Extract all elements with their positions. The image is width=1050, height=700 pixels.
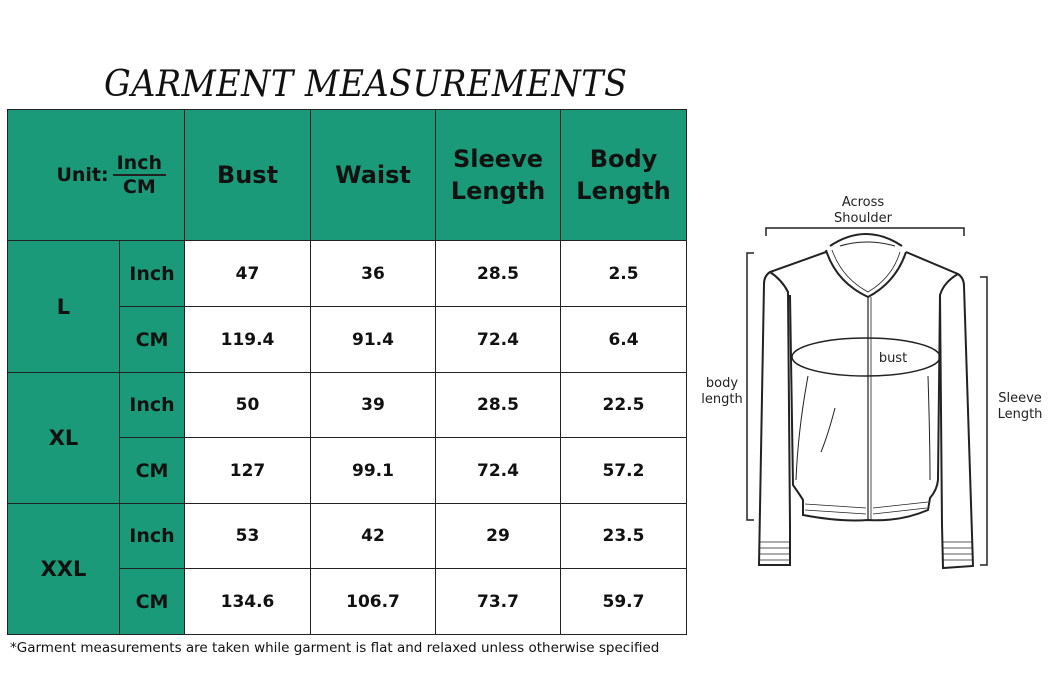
cell-value: 134.6: [220, 591, 275, 612]
unit-inch: Inch: [112, 152, 166, 176]
cell-value: 28.5: [477, 395, 519, 415]
body-length-label-2: length: [701, 392, 742, 407]
size-label-text: XL: [48, 426, 79, 450]
table-cell: 106.7: [310, 568, 436, 635]
column-header-label: Bust: [216, 161, 279, 189]
table-cell: 72.4: [435, 437, 561, 504]
cell-value: 127: [229, 460, 266, 481]
table-cell: 6.4: [560, 306, 687, 373]
jacket-diagram: Across Shoulder bust body length Sleeve …: [701, 195, 1043, 570]
column-header: Bust: [184, 109, 311, 241]
cell-value: 119.4: [220, 329, 275, 350]
cell-value: 47: [235, 263, 260, 284]
cell-value: 28.5: [477, 263, 519, 284]
sleeve-length-bracket: [980, 276, 988, 566]
row-unit-text: Inch: [129, 525, 175, 547]
table-cell: 119.4: [184, 306, 311, 373]
across-shoulder-label-2: Shoulder: [834, 211, 893, 226]
row-unit: Inch: [119, 240, 185, 307]
row-unit-text: Inch: [129, 262, 175, 285]
table-cell: 22.5: [560, 372, 687, 438]
footnote: *Garment measurements are taken while ga…: [10, 640, 660, 656]
table-cell: 47: [184, 240, 311, 307]
sleeve-length-label-1: Sleeve: [998, 391, 1042, 406]
table-cell: 72.4: [435, 306, 561, 373]
unit-cm: CM: [122, 176, 156, 198]
column-header-label: Waist: [335, 161, 411, 189]
size-label: XL: [7, 372, 120, 504]
column-header-label: Sleeve Length: [450, 145, 546, 205]
cell-value: 59.7: [602, 591, 645, 612]
cell-value: 73.7: [477, 591, 519, 612]
row-unit-text: CM: [135, 459, 169, 482]
cell-value: 2.5: [608, 263, 639, 284]
across-shoulder-bracket: [765, 227, 965, 236]
unit-label: Unit:: [56, 164, 109, 186]
jacket-icon: [757, 233, 975, 570]
sleeve-length-label-2: Length: [998, 407, 1043, 422]
table-cell: 50: [184, 372, 311, 438]
row-unit: CM: [119, 306, 185, 373]
cell-value: 99.1: [352, 460, 394, 481]
table-cell: 91.4: [310, 306, 436, 373]
across-shoulder-label-1: Across: [842, 195, 885, 210]
table-cell: 28.5: [435, 240, 561, 307]
table-cell: 99.1: [310, 437, 436, 504]
table-cell: 134.6: [184, 568, 311, 635]
unit-fraction: Inch CM: [112, 152, 166, 198]
bust-label: bust: [879, 351, 907, 366]
cell-value: 57.2: [602, 460, 645, 481]
cell-value: 36: [361, 263, 385, 284]
cell-value: 6.4: [608, 329, 639, 350]
cell-value: 50: [235, 395, 260, 415]
cell-value: 106.7: [346, 591, 400, 612]
table-cell: 2.5: [560, 240, 687, 307]
column-header: Sleeve Length: [435, 109, 561, 241]
table-cell: 29: [435, 503, 561, 569]
row-unit-text: CM: [135, 590, 169, 613]
table-cell: 57.2: [560, 437, 687, 504]
cell-value: 72.4: [477, 329, 519, 350]
row-unit: Inch: [119, 503, 185, 569]
table-cell: 36: [310, 240, 436, 307]
table-cell: 28.5: [435, 372, 561, 438]
cell-value: 22.5: [602, 395, 645, 415]
cell-value: 42: [361, 526, 385, 546]
row-unit: CM: [119, 437, 185, 504]
cell-value: 39: [361, 395, 385, 415]
size-label-text: XXL: [40, 557, 87, 581]
body-length-bracket: [746, 252, 754, 521]
cell-value: 72.4: [477, 460, 519, 481]
unit-header: Unit: Inch CM: [7, 109, 185, 241]
column-header: Body Length: [560, 109, 687, 241]
size-label-text: L: [56, 294, 71, 319]
row-unit-text: Inch: [129, 394, 175, 416]
table-cell: 127: [184, 437, 311, 504]
body-length-label-1: body: [706, 376, 738, 391]
row-unit: Inch: [119, 372, 185, 438]
page-title: GARMENT MEASUREMENTS: [104, 64, 628, 105]
table-cell: 73.7: [435, 568, 561, 635]
size-label: L: [7, 240, 120, 373]
cell-value: 23.5: [602, 526, 645, 546]
column-header-label: Body Length: [576, 145, 671, 205]
table-cell: 53: [184, 503, 311, 569]
table-cell: 42: [310, 503, 436, 569]
size-label: XXL: [7, 503, 120, 635]
table-cell: 23.5: [560, 503, 687, 569]
cell-value: 91.4: [352, 329, 394, 350]
row-unit-text: CM: [135, 328, 169, 351]
cell-value: 29: [486, 526, 510, 546]
column-header: Waist: [310, 109, 436, 241]
table-cell: 59.7: [560, 568, 687, 635]
table-cell: 39: [310, 372, 436, 438]
cell-value: 53: [235, 526, 260, 546]
row-unit: CM: [119, 568, 185, 635]
